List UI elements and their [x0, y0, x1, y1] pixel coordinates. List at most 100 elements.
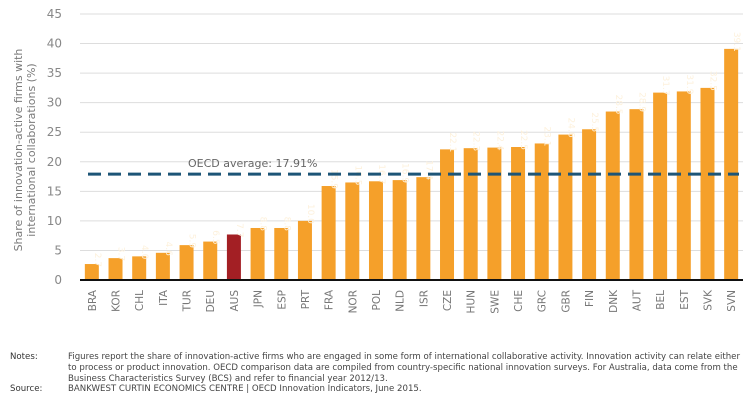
- bar-svk: [700, 87, 715, 280]
- oecd-average-label: OECD average: 17.91%: [188, 157, 317, 170]
- data-label: 31.9: [684, 74, 694, 94]
- bar-ita: [155, 252, 170, 280]
- y-tick-label: 30: [47, 96, 62, 110]
- x-tick-label: SVK: [702, 289, 714, 311]
- bar-che: [511, 147, 526, 280]
- bar-prt: [297, 220, 312, 280]
- y-tick-label: 10: [47, 214, 62, 228]
- y-tick-label: 0: [54, 273, 62, 287]
- bar-est: [676, 91, 691, 281]
- notes-row: Notes: Figures report the share of innov…: [10, 352, 750, 384]
- x-tick-label: PRT: [300, 289, 312, 309]
- data-label: 17.4: [423, 160, 433, 180]
- data-label: 6.5: [210, 230, 220, 244]
- bar-aut: [629, 109, 644, 281]
- y-tick-label: 45: [47, 7, 62, 21]
- y-axis-ticks: 0 5 10 15 20 25 30 35 40 45: [47, 7, 62, 287]
- data-label: 10.0: [305, 204, 315, 224]
- source-row: Source: BANKWEST CURTIN ECONOMICS CENTRE…: [10, 384, 750, 395]
- x-tick-label: CHL: [134, 290, 146, 311]
- gridlines: [80, 13, 743, 251]
- x-tick-label: CHE: [513, 290, 525, 312]
- bar-svn: [724, 48, 739, 281]
- data-label: 39.1: [731, 32, 741, 52]
- x-tick-label: GRC: [537, 290, 549, 312]
- source-key: Source:: [10, 384, 43, 395]
- x-tick-label: HUN: [466, 290, 478, 313]
- bar-chart: Share of innovation-active firms with in…: [12, 7, 743, 314]
- bar-bra: [84, 264, 99, 280]
- bar-nld: [392, 180, 407, 280]
- bar-kor: [108, 258, 123, 280]
- data-label: 25.5: [589, 112, 599, 132]
- bar-tur: [179, 245, 194, 280]
- data-label: 22.3: [471, 131, 481, 151]
- x-tick-label: TUR: [182, 290, 194, 312]
- x-tick-label: POL: [371, 290, 383, 311]
- x-tick-label: GBR: [560, 290, 572, 313]
- y-axis-label-line-2: international collaborations (%): [25, 63, 38, 236]
- x-tick-label: KOR: [111, 290, 123, 312]
- x-tick-label: NLD: [395, 290, 407, 312]
- x-tick-label: JPN: [253, 290, 265, 308]
- bar-gbr: [558, 134, 573, 280]
- y-tick-label: 5: [54, 243, 62, 257]
- data-label: 5.9: [187, 234, 197, 249]
- x-tick-label: SVN: [726, 290, 738, 312]
- data-label: 22.1: [447, 132, 457, 152]
- data-label: 15.9: [329, 169, 339, 189]
- x-tick-label: NOR: [347, 290, 359, 313]
- bar-grc: [534, 143, 549, 280]
- y-tick-label: 20: [47, 155, 62, 169]
- y-tick-label: 15: [47, 184, 62, 198]
- x-tick-label: FRA: [324, 289, 336, 310]
- notes-text: Figures report the share of innovation-a…: [68, 352, 741, 384]
- x-tick-label: ISR: [418, 290, 430, 307]
- data-label: 31.7: [660, 76, 670, 96]
- bar-nor: [345, 182, 360, 280]
- x-tick-label: AUS: [229, 290, 241, 312]
- bar-deu: [203, 241, 218, 280]
- notes-key: Notes:: [10, 352, 38, 362]
- data-label: 23.1: [542, 126, 552, 146]
- x-tick-label: DNK: [608, 289, 620, 313]
- oecd-average: OECD average: 17.91%: [88, 157, 739, 176]
- bar-hun: [463, 148, 478, 280]
- y-tick-label: 35: [47, 66, 62, 80]
- x-tick-label: AUT: [631, 289, 643, 311]
- data-label: 32.5: [707, 71, 717, 91]
- data-label: 4.6: [163, 241, 173, 256]
- source-text: BANKWEST CURTIN ECONOMICS CENTRE | OECD …: [68, 384, 422, 395]
- y-axis-label: Share of innovation-active firms with in…: [12, 49, 38, 252]
- bar-jpn: [250, 227, 265, 280]
- data-label: 28.5: [613, 94, 623, 114]
- x-tick-label: BEL: [655, 290, 667, 310]
- data-label: 4.0: [139, 245, 149, 260]
- bar-esp: [274, 227, 289, 280]
- bar-swe: [487, 147, 502, 280]
- bar-aus: [226, 234, 241, 280]
- x-tick-label: ESP: [276, 290, 288, 310]
- data-label: 2.7: [92, 253, 102, 267]
- bar-fin: [582, 129, 597, 280]
- bar-bel: [653, 92, 668, 281]
- data-label: 22.5: [518, 130, 528, 150]
- data-label: 24.6: [565, 118, 575, 138]
- data-label: 28.9: [636, 92, 646, 112]
- bar-chl: [132, 256, 147, 280]
- data-label: 7.7: [234, 223, 244, 237]
- bar-pol: [368, 181, 383, 280]
- data-label: 22.4: [494, 131, 504, 151]
- data-label: 16.9: [400, 163, 410, 183]
- bars: 2.73.74.04.65.96.57.78.88.810.015.916.51…: [80, 32, 743, 281]
- bar-fra: [321, 186, 336, 280]
- data-label: 3.7: [116, 247, 126, 261]
- y-axis-label-line-1: Share of innovation-active firms with: [12, 49, 25, 252]
- x-tick-label: DEU: [205, 290, 217, 312]
- y-tick-label: 40: [47, 37, 62, 51]
- data-label: 8.8: [258, 217, 268, 232]
- x-tick-label: BRA: [87, 289, 99, 311]
- x-tick-label: CZE: [442, 290, 454, 311]
- y-tick-label: 25: [47, 125, 62, 139]
- bar-dnk: [605, 111, 620, 281]
